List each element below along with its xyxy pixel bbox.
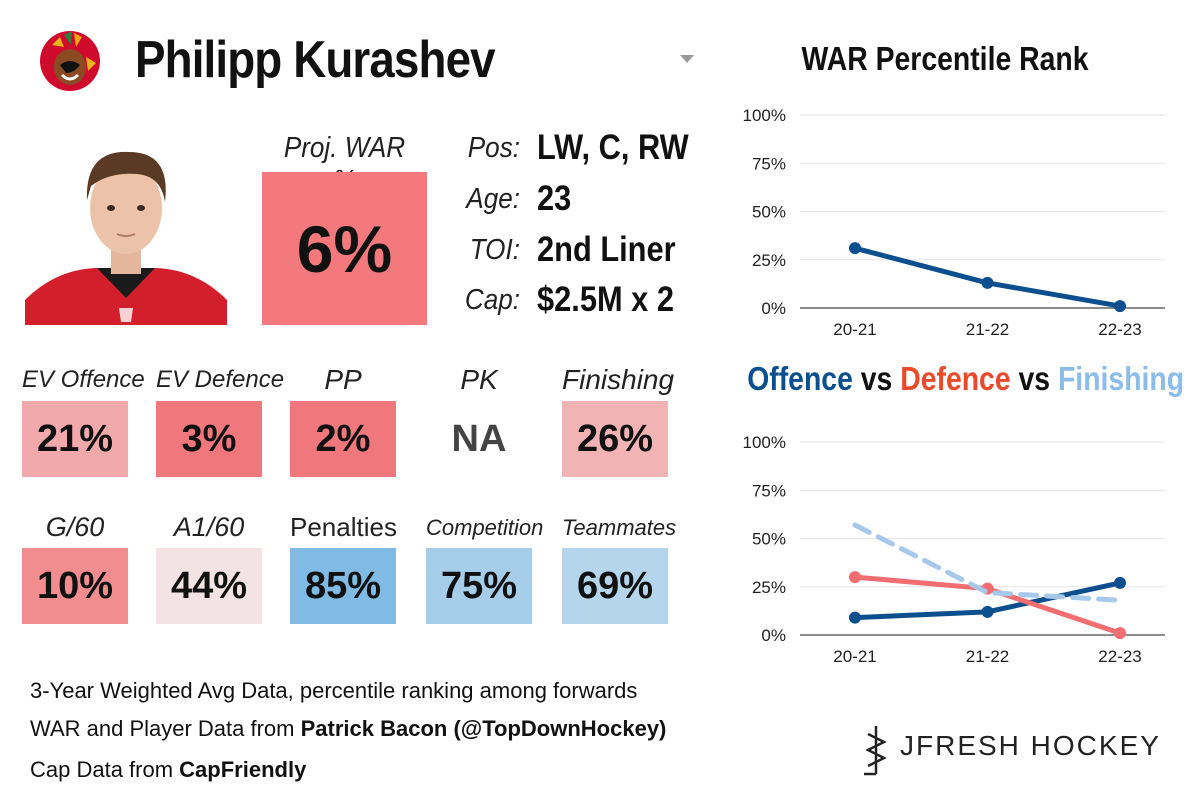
metric-box-ev-offence: 21% [22,401,128,477]
player-headshot [25,130,227,325]
metric-label-ev-offence: EV Offence [22,366,145,393]
info-key: Pos: [467,132,520,164]
footer-cap-author: CapFriendly [179,757,307,782]
player-name: Philipp Kurashev [135,31,496,89]
y-tick-label: 25% [752,578,786,597]
x-tick-label: 20-21 [833,647,876,666]
metric-box-competition: 75% [426,548,532,624]
info-value: 23 [537,179,572,218]
metric-label-g60: G/60 [45,512,105,542]
title-finishing: Finishing [1057,360,1185,397]
footer-note: 3-Year Weighted Avg Data, percentile ran… [30,678,638,703]
metric-value: 10% [36,564,114,607]
metric-label-ev-defence: EV Defence [156,366,285,393]
footer-war-author: Patrick Bacon (@TopDownHockey) [300,716,667,741]
metric-box-penalties: 85% [290,548,396,624]
metric-value: 3% [181,417,237,460]
info-key: TOI: [469,234,520,266]
title-offence: Offence [747,360,853,397]
info-value: LW, C, RW [537,128,689,167]
war-chart-title: WAR Percentile Rank [801,40,1089,77]
metric-box-pk: NA [426,401,532,477]
comparison-chart-title: Offence vs Defence vs Finishing [747,360,1184,398]
metric-box-pp: 2% [290,401,396,477]
metric-box-teammates: 69% [562,548,668,624]
y-tick-label: 0% [761,299,786,318]
x-tick-label: 22-23 [1098,647,1141,666]
metric-value: 26% [576,417,654,460]
proj-war-value: 6% [296,211,393,286]
data-point [1114,576,1126,589]
y-tick-label: 50% [752,530,786,549]
metric-label-pk: PK [460,364,498,395]
data-point [849,571,861,584]
data-point [981,605,994,618]
metric-value: NA [451,417,507,460]
data-point [981,276,994,289]
metric-value: 75% [440,564,518,607]
metric-label-pp: PP [324,364,362,395]
data-point [849,611,861,624]
x-tick-label: 20-21 [833,320,876,339]
metric-label-a160: A1/60 [173,512,245,542]
war-percentile-chart: 0% 25% 50% 75% 100% 20-21 21-22 22-23 [743,106,1165,339]
brand-logo-icon [864,726,887,776]
footer-war-prefix: WAR and Player Data from [30,716,301,741]
x-tick-label: 21-22 [966,320,1009,339]
brand-name: JFRESH HOCKEY [900,730,1161,761]
info-key: Cap: [464,284,520,316]
data-point [1114,300,1126,313]
metric-value: 21% [36,417,114,460]
metric-value: 44% [170,564,248,607]
title-vs: vs [852,360,901,397]
metric-box-finishing: 26% [562,401,668,477]
footer-war-source: WAR and Player Data from Patrick Bacon (… [30,716,666,742]
x-tick-label: 21-22 [966,647,1009,666]
proj-war-box: 6% [262,172,427,325]
player-select-dropdown-icon[interactable] [680,55,694,63]
metric-label-finishing: Finishing [562,364,675,395]
title-vs: vs [1010,360,1058,397]
y-tick-label: 0% [761,626,786,645]
metric-box-a160: 44% [156,548,262,624]
team-logo [40,31,100,91]
metric-box-ev-defence: 3% [156,401,262,477]
metric-label-penalties: Penalties [290,512,397,542]
footer-cap-source: Cap Data from CapFriendly [30,757,306,783]
info-key: Age: [466,183,520,215]
metric-value: 2% [315,417,371,460]
info-value: 2nd Liner [537,230,676,269]
y-tick-label: 50% [752,203,786,222]
y-tick-label: 75% [752,154,786,173]
metric-box-g60: 10% [22,548,128,624]
title-defence: Defence [900,360,1011,397]
data-point [1114,627,1126,640]
footer-cap-prefix: Cap Data from [30,757,180,782]
metric-value: 69% [576,564,654,607]
series-line-finishing [852,522,1123,603]
data-point [849,242,861,255]
metric-value: 85% [304,564,382,607]
y-tick-label: 100% [743,433,786,452]
x-tick-label: 22-23 [1098,320,1141,339]
proj-war-label: Proj. WAR % [283,132,406,197]
offence-defence-finishing-chart: 0% 25% 50% 75% 100% 20-21 21-22 22-23 [743,433,1165,666]
metric-label-teammates: Teammates [562,515,677,540]
y-tick-label: 100% [743,106,786,125]
y-tick-label: 25% [752,251,786,270]
metric-label-competition: Competition [426,515,544,540]
info-value: $2.5M x 2 [537,280,674,319]
y-tick-label: 75% [752,481,786,500]
